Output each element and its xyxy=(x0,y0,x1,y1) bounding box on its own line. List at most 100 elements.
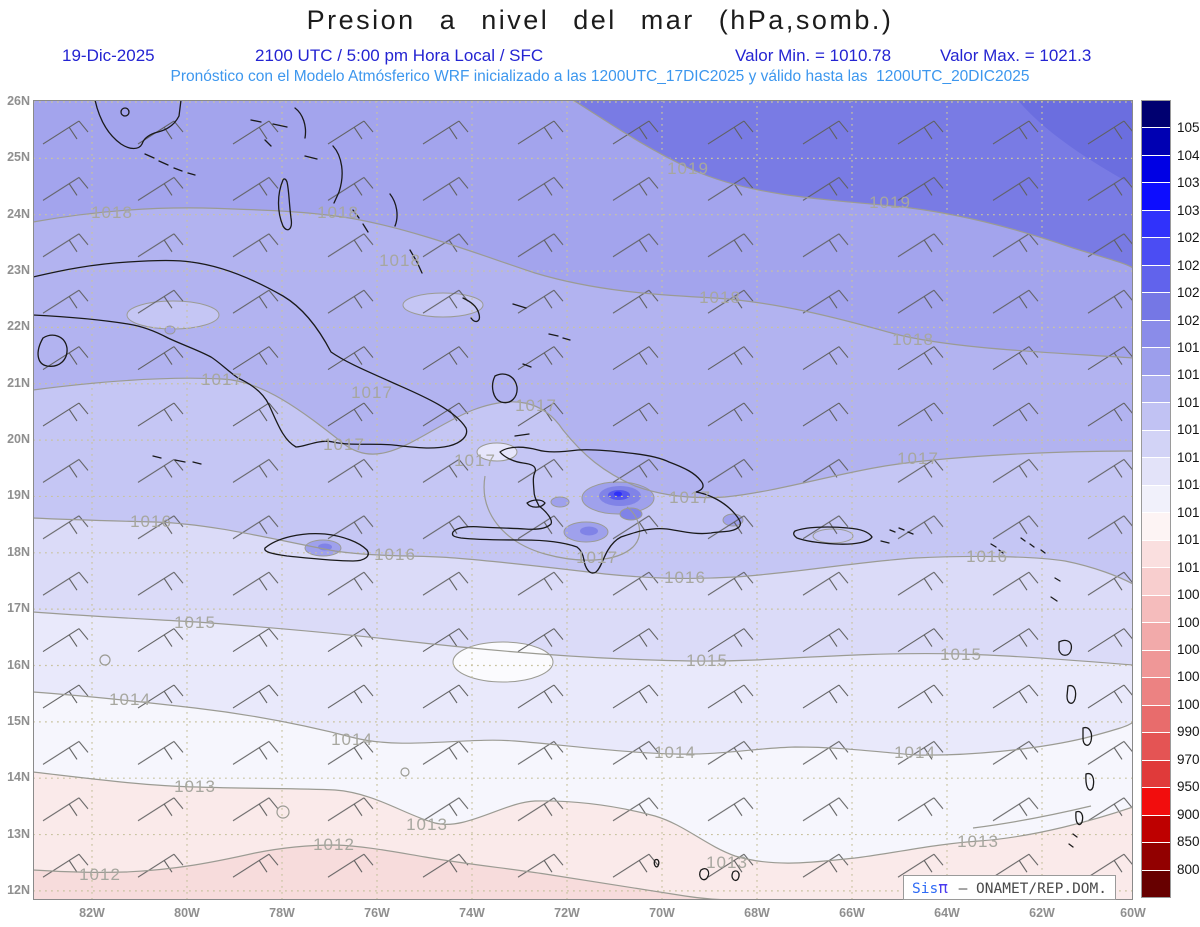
colorbar-cell xyxy=(1142,320,1170,349)
contour-label: 1016 xyxy=(130,512,172,531)
credit-text: – ONAMET/REP.DOM. xyxy=(958,881,1107,897)
florida-coast xyxy=(94,100,182,150)
header-line: 19-Dic-2025 2100 UTC / 5:00 pm Hora Loca… xyxy=(0,46,1200,66)
lat-label: 22N xyxy=(7,319,30,334)
colorbar-cell xyxy=(1142,210,1170,239)
colorbar-label: 1018 xyxy=(1177,367,1200,383)
bahamas-central xyxy=(332,145,423,274)
colorbar-label: 990 xyxy=(1177,724,1200,740)
colorbar-label: 950 xyxy=(1177,779,1200,795)
lat-label: 25N xyxy=(7,150,30,165)
cuba-coast xyxy=(33,259,468,449)
contour-label: 1017 xyxy=(454,451,496,470)
lon-label: 82W xyxy=(79,906,105,920)
lat-label: 20N xyxy=(7,432,30,447)
contour-label: 1012 xyxy=(313,835,355,854)
colorbar-label: 1019 xyxy=(1177,340,1200,356)
colorbar-label: 1016 xyxy=(1177,422,1200,438)
lat-label: 24N xyxy=(7,206,30,221)
colorbar-label: 1014 xyxy=(1177,477,1200,493)
contour-label: 1018 xyxy=(91,203,133,222)
colorbar-label: 1010 xyxy=(1177,559,1200,575)
colorbar-cell xyxy=(1142,430,1170,459)
colorbar-cell xyxy=(1142,183,1170,211)
colorbar-cell xyxy=(1142,238,1170,266)
colorbar-label: 1013 xyxy=(1177,504,1200,520)
contour-label: 1017 xyxy=(351,383,393,402)
colorbar-cell xyxy=(1142,155,1170,184)
lon-label: 64W xyxy=(934,906,960,920)
isla-juventud xyxy=(37,334,68,367)
contour-label: 1017 xyxy=(323,435,365,454)
colorbar-cell xyxy=(1142,540,1170,569)
contour-label: 1015 xyxy=(940,645,982,664)
lon-label: 62W xyxy=(1029,906,1055,920)
great-inagua xyxy=(491,373,518,404)
colorbar-cell xyxy=(1142,128,1170,156)
colorbar-label: 1020 xyxy=(1177,312,1200,328)
lat-label: 12N xyxy=(7,882,30,897)
contour-label: 1012 xyxy=(79,865,121,884)
contour-label: 1013 xyxy=(174,777,216,796)
lon-label: 76W xyxy=(364,906,390,920)
colorbar-cell xyxy=(1142,568,1170,596)
florida-keys xyxy=(144,139,272,176)
contour-label: 1014 xyxy=(894,743,936,762)
colorbar-cell xyxy=(1142,870,1170,898)
lon-label: 68W xyxy=(744,906,770,920)
colorbar-label: 1030 xyxy=(1177,202,1200,218)
lat-label: 17N xyxy=(7,601,30,616)
lon-label: 66W xyxy=(839,906,865,920)
forecast-note: Pronóstico con el Modelo Atmósferico WRF… xyxy=(170,68,1030,85)
value-min: Valor Min. = 1010.78 xyxy=(735,46,892,65)
contour-label: 1015 xyxy=(686,651,728,670)
contour-label: 1013 xyxy=(957,832,999,851)
colorbar-label: 970 xyxy=(1177,751,1200,767)
colorbar-cell xyxy=(1142,403,1170,431)
run-date: 19-Dic-2025 xyxy=(62,46,155,65)
contour-label: 1019 xyxy=(869,193,911,212)
colorbar-label: 1025 xyxy=(1177,257,1200,273)
value-max: Valor Max. = 1021.3 xyxy=(940,46,1092,65)
lat-label: 13N xyxy=(7,826,30,841)
colorbar-cell xyxy=(1142,101,1170,129)
colorbar-cell xyxy=(1142,733,1170,761)
sispi-logo: Sis xyxy=(912,881,939,897)
credit-badge: Sisπ – ONAMET/REP.DOM. xyxy=(903,875,1116,900)
contour-label: 1016 xyxy=(966,547,1008,566)
lat-label: 26N xyxy=(7,94,30,108)
contour-label: 1014 xyxy=(331,730,373,749)
contour-label: 1019 xyxy=(667,159,709,178)
puerto-rico-coast xyxy=(793,526,890,545)
contour-label: 1014 xyxy=(654,743,696,762)
colorbar-label: 1017 xyxy=(1177,394,1200,410)
lat-label: 15N xyxy=(7,713,30,728)
pressure-map: 1019 1019 1018 1018 1018 1018 1018 1017 1017 1017… xyxy=(33,100,1133,900)
colorbar-cell xyxy=(1142,293,1170,321)
contour-label: 1016 xyxy=(664,568,706,587)
colorbar-cell xyxy=(1142,485,1170,514)
colorbar-label: 1022 xyxy=(1177,285,1200,301)
lat-label: 23N xyxy=(7,263,30,278)
colorbar-cell xyxy=(1142,650,1170,679)
colorbar-cell xyxy=(1142,623,1170,651)
lon-label: 78W xyxy=(269,906,295,920)
contour-label: 1016 xyxy=(374,545,416,564)
gonave-tortue xyxy=(514,433,546,508)
colorbar-cell xyxy=(1142,788,1170,816)
colorbar-label: 1035 xyxy=(1177,175,1200,191)
lat-label: 19N xyxy=(7,488,30,503)
colorbar-label: 1006 xyxy=(1177,614,1200,630)
lon-label: 70W xyxy=(649,906,675,920)
lat-label: 14N xyxy=(7,770,30,785)
contour-label: 1017 xyxy=(576,548,618,567)
colorbar-cell xyxy=(1142,513,1170,541)
colorbar-label: 1040 xyxy=(1177,147,1200,163)
colorbar-label: 1008 xyxy=(1177,587,1200,603)
contour-labels: 1019 1019 1018 1018 1018 1018 1018 1017 1017 1017… xyxy=(79,159,1008,884)
hispaniola-coast xyxy=(451,446,742,574)
contour-label: 1013 xyxy=(406,815,448,834)
lat-label: 16N xyxy=(7,657,30,672)
colorbar-cell xyxy=(1142,815,1170,844)
